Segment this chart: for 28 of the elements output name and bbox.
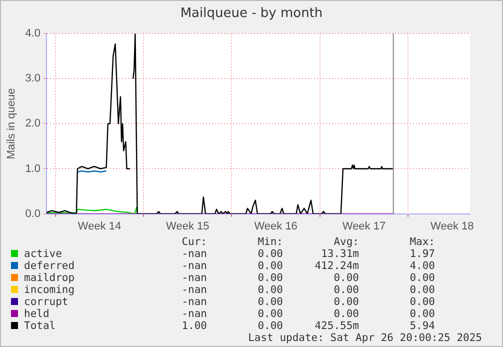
x-tick-label: Week 15 <box>166 220 210 232</box>
y-tick-label: 1.0 <box>25 162 40 175</box>
y-tick-label: 4.0 <box>25 28 40 40</box>
legend-label: Total <box>24 320 56 332</box>
text: 1.00 0.00 425.55m 5.94 <box>182 320 435 332</box>
x-tick-label: Week 18 <box>430 220 474 232</box>
legend-label: incoming <box>24 284 75 296</box>
legend-label: active <box>24 248 62 260</box>
x-tick-label: Week 14 <box>78 220 122 232</box>
legend-label: corrupt <box>24 296 68 308</box>
text: -nan 0.00 412.24m 4.00 <box>182 260 435 272</box>
y-tick-label: 2.0 <box>25 118 40 130</box>
legend-label: maildrop <box>24 272 75 284</box>
x-tick-label: Week 17 <box>342 220 386 232</box>
chart-title: Mailqueue - by month <box>179 5 324 23</box>
legend-label: deferred <box>24 260 75 272</box>
y-tick-label: 3.0 <box>25 72 40 85</box>
legend-label: held <box>24 308 50 320</box>
text: -nan 0.00 0.00 0.00 <box>182 308 435 320</box>
x-tick-label: Week 16 <box>254 220 298 232</box>
text: Last update: Sat Apr 26 20:00:25 2025 <box>247 332 482 344</box>
y-axis-title: Mails in queue <box>6 88 18 160</box>
y-tick-label: 0.0 <box>25 208 40 220</box>
text: -nan 0.00 0.00 0.00 <box>182 296 435 308</box>
text: Cur: Min: Avg: Max: <box>182 236 435 248</box>
text: -nan 0.00 13.31m 1.97 <box>182 248 435 260</box>
text: -nan 0.00 0.00 0.00 <box>182 284 435 296</box>
text: -nan 0.00 0.00 0.00 <box>182 272 435 284</box>
